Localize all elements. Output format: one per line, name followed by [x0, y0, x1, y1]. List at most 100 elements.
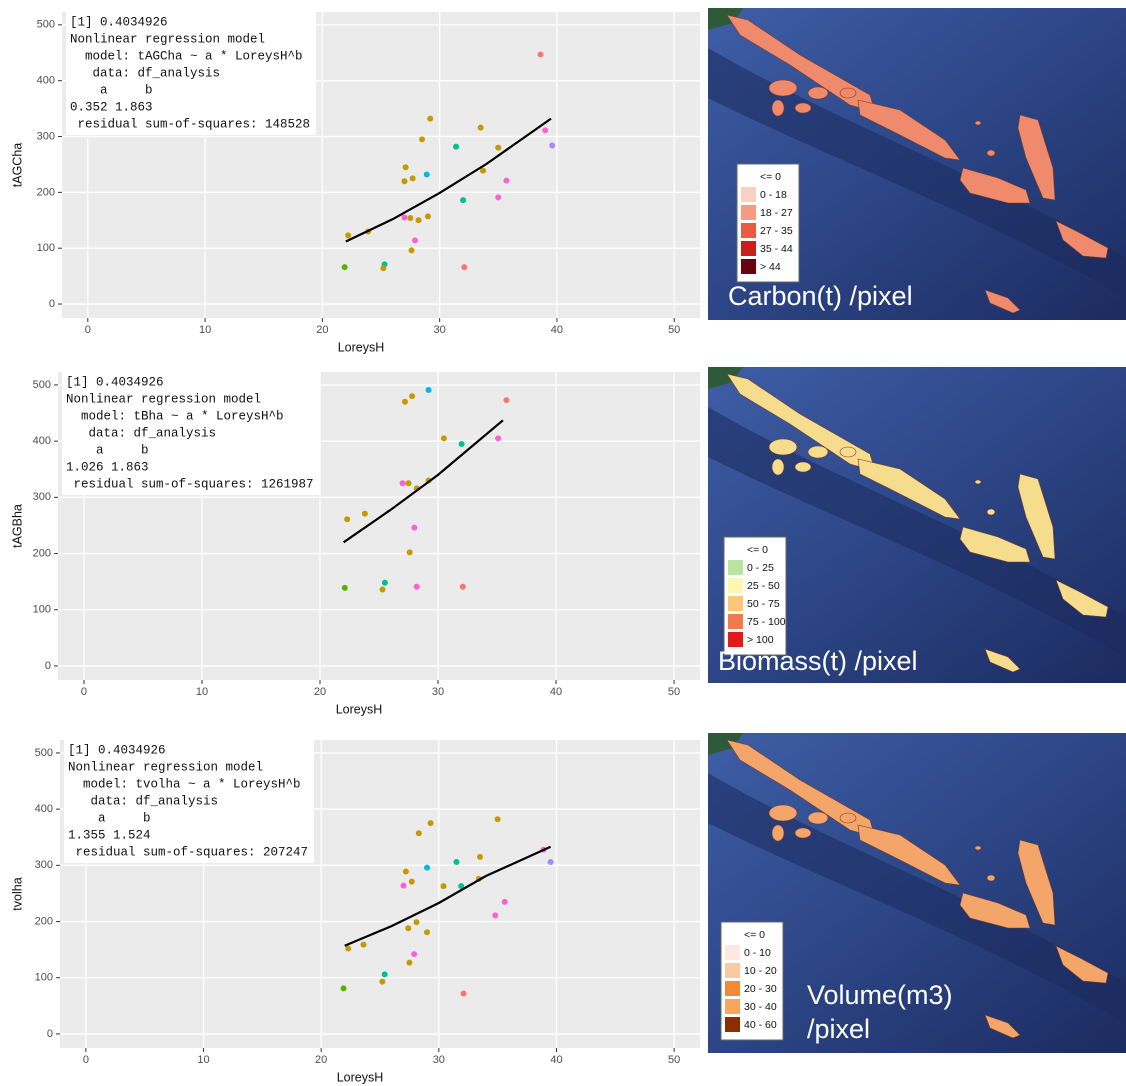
map-island: [794, 461, 812, 473]
x-tick-label: 50: [668, 324, 680, 336]
point: [379, 586, 386, 593]
map-island: [1017, 114, 1056, 201]
point: [453, 858, 460, 865]
map-island: [768, 804, 798, 822]
legend-label: 0 - 10: [744, 947, 771, 959]
x-tick-label: 20: [314, 686, 326, 698]
point: [340, 985, 347, 992]
point: [424, 864, 431, 871]
map-trench: [708, 407, 1126, 657]
annotation-line: Nonlinear regression model: [70, 32, 265, 46]
y-tick-label: 300: [35, 859, 53, 871]
map-island: [857, 99, 961, 161]
x-tick-label: 30: [432, 686, 444, 698]
y-axis-label: tAGBha: [10, 504, 24, 548]
point: [381, 971, 388, 978]
y-tick-label: 100: [35, 972, 53, 984]
x-tick-label: 50: [668, 1054, 680, 1066]
point: [411, 951, 418, 958]
point: [424, 929, 431, 936]
legend-label: 30 - 40: [744, 1001, 777, 1013]
x-tick-label: 10: [199, 324, 211, 336]
point: [345, 232, 352, 239]
legend-swatch: [741, 187, 756, 202]
map-trench: [708, 773, 1126, 1023]
y-tick-label: 500: [37, 19, 55, 31]
map-island: [1017, 839, 1056, 926]
map: [708, 733, 1126, 1053]
legend-swatch: [741, 223, 756, 238]
point: [344, 516, 351, 523]
map-island: [1055, 579, 1109, 618]
legend-label: 25 - 50: [747, 580, 780, 592]
map-title: Volume(m3): [807, 980, 953, 1010]
legend-label: <= 0: [747, 544, 768, 556]
annotation-line: 1.355 1.524: [68, 828, 151, 842]
legend-label: <= 0: [744, 929, 765, 941]
map-island: [1055, 220, 1109, 259]
map-island: [1017, 473, 1056, 560]
map-land: [708, 8, 743, 30]
x-tick-label: 50: [668, 686, 680, 698]
point: [360, 941, 367, 948]
legend-label: 0 - 18: [760, 189, 787, 201]
point: [424, 213, 431, 220]
point: [423, 171, 430, 178]
y-tick-label: 200: [35, 915, 53, 927]
point: [400, 882, 407, 889]
point: [406, 549, 413, 556]
point: [460, 197, 467, 204]
legend-swatch: [725, 981, 740, 996]
legend-label: 20 - 30: [744, 983, 777, 995]
annotation-line: data: df_analysis: [68, 794, 218, 808]
annotation-line: [1] 0.4034926: [66, 375, 164, 389]
map-title: /pixel: [807, 1014, 870, 1044]
point: [407, 215, 414, 222]
point: [425, 386, 432, 393]
legend-swatch: [725, 963, 740, 978]
legend-swatch: [728, 614, 743, 629]
map-island: [959, 892, 1031, 929]
map-island: [986, 149, 996, 157]
x-tick-label: 30: [434, 324, 446, 336]
legend-label: 18 - 27: [760, 207, 793, 219]
map-island: [857, 458, 961, 520]
annotation-line: [1] 0.4034926: [70, 15, 168, 29]
point: [405, 480, 412, 487]
map-island: [771, 99, 785, 117]
map-island: [768, 79, 798, 97]
annotation-box: [62, 372, 320, 495]
point: [549, 142, 556, 149]
x-tick-label: 10: [197, 1054, 209, 1066]
point: [411, 524, 418, 531]
x-tick-label: 40: [550, 686, 562, 698]
point: [427, 115, 434, 122]
point: [341, 584, 348, 591]
annotation-line: a b: [66, 443, 149, 457]
point: [380, 265, 387, 272]
map-island: [857, 824, 961, 886]
map-island: [771, 824, 785, 842]
point: [401, 398, 408, 405]
map-island: [974, 120, 982, 126]
y-tick-label: 100: [37, 242, 55, 254]
map-island: [986, 874, 996, 882]
map-island: [974, 845, 982, 851]
point: [379, 978, 386, 985]
y-tick-label: 400: [33, 435, 51, 447]
point: [547, 858, 554, 865]
point: [492, 912, 499, 919]
legend-swatch: [728, 560, 743, 575]
legend-label: > 44: [760, 261, 781, 273]
point: [406, 959, 413, 966]
legend-swatch: [728, 578, 743, 593]
annotation-line: 0.352 1.863: [70, 100, 153, 114]
point: [501, 898, 508, 905]
map-island: [959, 167, 1031, 204]
map-island: [974, 479, 982, 485]
map-island: [771, 458, 785, 476]
y-tick-label: 100: [33, 604, 51, 616]
point: [440, 435, 447, 442]
map-island: [768, 438, 798, 456]
legend-label: > 100: [747, 634, 774, 646]
